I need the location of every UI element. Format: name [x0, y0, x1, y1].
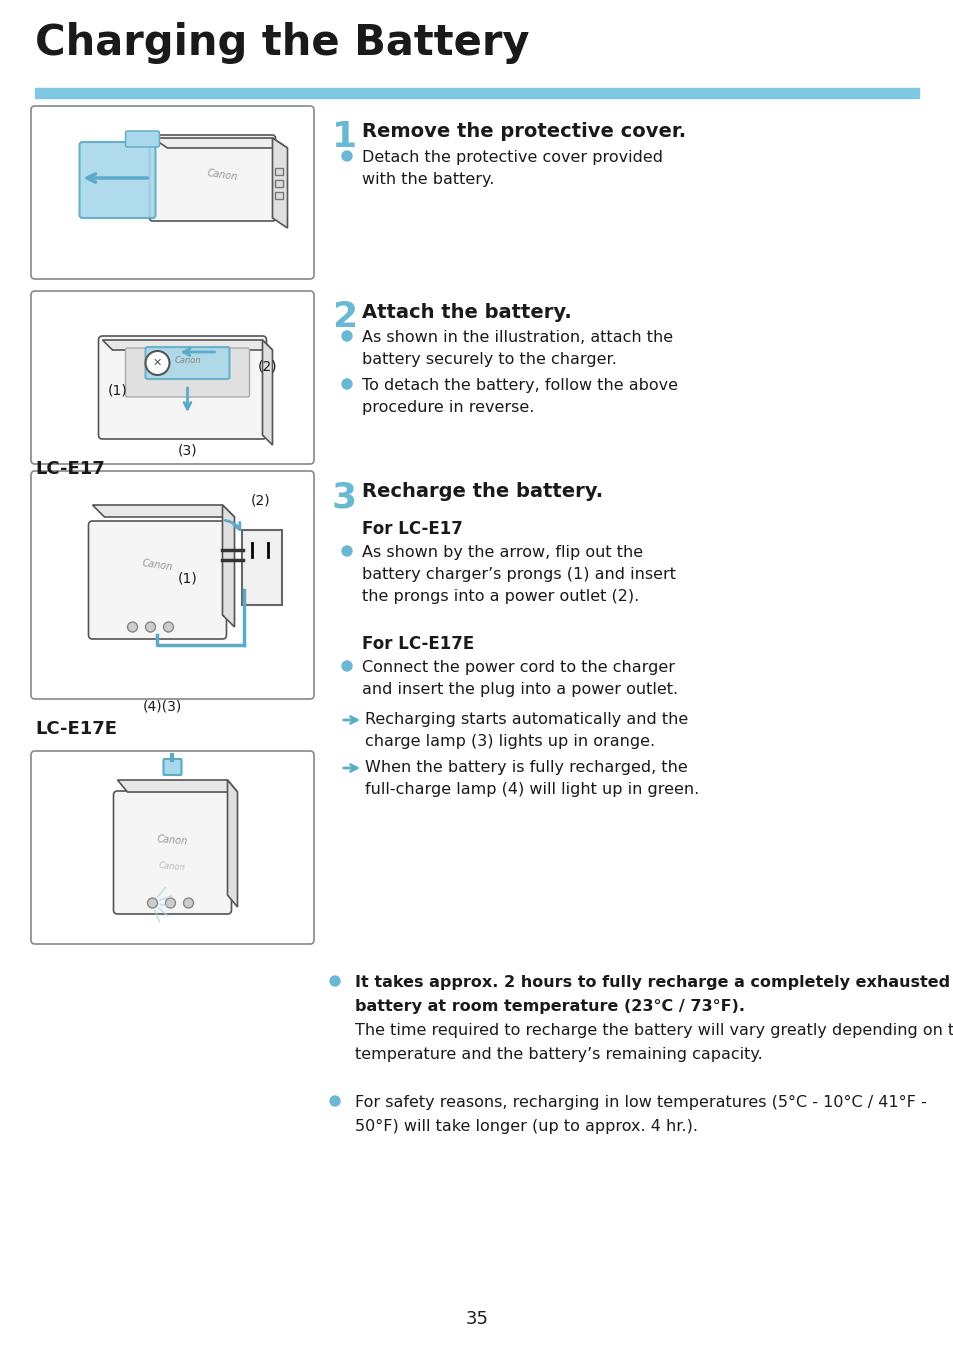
Text: Detach the protective cover provided: Detach the protective cover provided — [361, 151, 662, 165]
Text: As shown by the arrow, flip out the: As shown by the arrow, flip out the — [361, 545, 642, 560]
Text: ✕: ✕ — [152, 358, 162, 369]
Text: 50°F) will take longer (up to approx. 4 hr.).: 50°F) will take longer (up to approx. 4 … — [355, 1119, 698, 1134]
Circle shape — [341, 379, 352, 389]
Text: full-charge lamp (4) will light up in green.: full-charge lamp (4) will light up in gr… — [365, 781, 699, 798]
Text: and insert the plug into a power outlet.: and insert the plug into a power outlet. — [361, 682, 678, 697]
Polygon shape — [117, 780, 237, 792]
Circle shape — [128, 621, 137, 632]
Text: (4)(3): (4)(3) — [142, 699, 181, 714]
Text: battery charger’s prongs (1) and insert: battery charger’s prongs (1) and insert — [361, 568, 676, 582]
Circle shape — [341, 546, 352, 555]
Circle shape — [341, 151, 352, 161]
Circle shape — [341, 660, 352, 671]
Text: 1: 1 — [332, 120, 356, 153]
Text: 35: 35 — [465, 1310, 488, 1328]
Text: The time required to recharge the battery will vary greatly depending on the amb: The time required to recharge the batter… — [355, 1024, 953, 1038]
FancyBboxPatch shape — [30, 751, 314, 944]
Text: Charging the Battery: Charging the Battery — [35, 22, 529, 65]
FancyBboxPatch shape — [30, 106, 314, 278]
Text: For safety reasons, recharging in low temperatures (5°C - 10°C / 41°F -: For safety reasons, recharging in low te… — [355, 1095, 925, 1110]
Circle shape — [148, 898, 157, 908]
Text: procedure in reverse.: procedure in reverse. — [361, 399, 534, 416]
Bar — [275, 180, 283, 187]
Text: 2: 2 — [332, 300, 356, 334]
FancyBboxPatch shape — [30, 291, 314, 464]
Text: To detach the battery, follow the above: To detach the battery, follow the above — [361, 378, 678, 393]
Polygon shape — [273, 139, 287, 229]
FancyBboxPatch shape — [126, 130, 159, 147]
Circle shape — [146, 351, 170, 375]
FancyBboxPatch shape — [79, 143, 155, 218]
Text: Attach the battery.: Attach the battery. — [361, 303, 571, 321]
Text: Canon: Canon — [141, 558, 173, 572]
FancyBboxPatch shape — [163, 759, 181, 775]
Bar — [35, 87, 918, 98]
FancyBboxPatch shape — [30, 471, 314, 699]
Circle shape — [341, 331, 352, 342]
Polygon shape — [102, 340, 273, 350]
Text: (2): (2) — [257, 359, 277, 373]
FancyBboxPatch shape — [89, 521, 226, 639]
Circle shape — [146, 621, 155, 632]
Text: LC-E17: LC-E17 — [35, 460, 105, 477]
Circle shape — [163, 621, 173, 632]
Text: (2): (2) — [251, 494, 270, 508]
Text: For LC-E17E: For LC-E17E — [361, 635, 474, 654]
Text: When the battery is fully recharged, the: When the battery is fully recharged, the — [365, 760, 687, 775]
Circle shape — [330, 976, 339, 986]
Polygon shape — [262, 340, 273, 445]
Text: As shown in the illustration, attach the: As shown in the illustration, attach the — [361, 330, 673, 346]
Polygon shape — [227, 780, 237, 907]
Text: charge lamp (3) lights up in orange.: charge lamp (3) lights up in orange. — [365, 734, 655, 749]
Text: (1): (1) — [108, 385, 128, 398]
Circle shape — [183, 898, 193, 908]
FancyBboxPatch shape — [113, 791, 232, 915]
Circle shape — [165, 898, 175, 908]
Bar — [242, 530, 282, 605]
FancyBboxPatch shape — [126, 348, 250, 397]
Text: (1): (1) — [177, 572, 197, 586]
Text: (3): (3) — [177, 444, 197, 459]
FancyBboxPatch shape — [98, 336, 266, 438]
Text: For LC-E17: For LC-E17 — [361, 521, 462, 538]
Text: Canon: Canon — [156, 834, 188, 847]
Text: Canon: Canon — [174, 356, 200, 364]
Polygon shape — [92, 504, 234, 516]
Text: Canon: Canon — [159, 861, 186, 872]
Bar — [275, 168, 283, 175]
Polygon shape — [222, 504, 234, 627]
Bar — [275, 192, 283, 199]
Polygon shape — [152, 139, 287, 148]
Text: temperature and the battery’s remaining capacity.: temperature and the battery’s remaining … — [355, 1046, 762, 1063]
Circle shape — [330, 1096, 339, 1106]
Text: the prongs into a power outlet (2).: the prongs into a power outlet (2). — [361, 589, 639, 604]
Text: Recharging starts automatically and the: Recharging starts automatically and the — [365, 712, 687, 728]
FancyBboxPatch shape — [146, 347, 230, 379]
Text: It takes approx. 2 hours to fully recharge a completely exhausted: It takes approx. 2 hours to fully rechar… — [355, 975, 949, 990]
Text: Connect the power cord to the charger: Connect the power cord to the charger — [361, 660, 675, 675]
Text: Remove the protective cover.: Remove the protective cover. — [361, 122, 685, 141]
Text: LC-E17E: LC-E17E — [35, 720, 117, 738]
Text: Recharge the battery.: Recharge the battery. — [361, 482, 602, 500]
Text: battery at room temperature (23°C / 73°F).: battery at room temperature (23°C / 73°F… — [355, 999, 744, 1014]
FancyBboxPatch shape — [150, 134, 275, 221]
Text: with the battery.: with the battery. — [361, 172, 494, 187]
Text: 3: 3 — [332, 480, 356, 514]
Text: Canon: Canon — [206, 168, 238, 182]
Text: battery securely to the charger.: battery securely to the charger. — [361, 352, 617, 367]
